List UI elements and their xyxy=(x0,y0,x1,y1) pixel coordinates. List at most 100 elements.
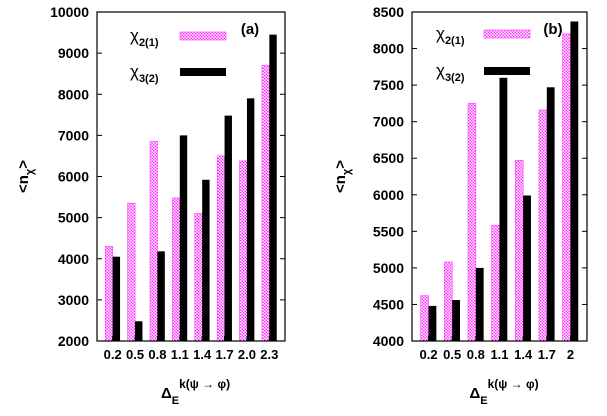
chart-panel-2: 0.2 0.5 0.8 1.1 1.4 1.7 2 4000 4500 5000 5500 6000 6… xyxy=(332,4,588,407)
legend-subscript: 3(2) xyxy=(445,72,465,84)
legend-label: χ3(2) xyxy=(130,62,159,85)
bar-21-1.7 xyxy=(538,109,548,342)
legend-subscript: 2(1) xyxy=(139,37,159,49)
x-tick-label: 2 xyxy=(567,347,574,362)
y-tick-label: 4000 xyxy=(58,251,89,267)
bar-32-0.5 xyxy=(135,321,143,341)
x-tick-label: 1.7 xyxy=(216,347,234,362)
x-axis-label-sup: k(ψ → φ) xyxy=(179,377,230,391)
y-tick-label: 8500 xyxy=(373,4,404,20)
panel-label: (b) xyxy=(543,21,562,38)
legend-label: χ3(2) xyxy=(436,61,465,84)
y-tick-label: 4500 xyxy=(373,296,404,312)
x-axis-label: ΔEk(ψ → φ) xyxy=(470,377,539,407)
bar-32-2.3 xyxy=(269,34,277,342)
x-tick-label: 0.8 xyxy=(148,347,166,362)
legend-subscript: 3(2) xyxy=(139,73,159,85)
bar-21-0.5 xyxy=(127,202,136,342)
y-axis-label: <nχ> xyxy=(15,160,36,193)
y-tick-label: 5000 xyxy=(58,210,89,226)
legend-swatch xyxy=(483,29,531,39)
bar-32-2.0 xyxy=(246,98,255,341)
x-tick-label: 1.1 xyxy=(171,347,189,362)
y-tick-label: 5000 xyxy=(373,260,404,276)
x-axis-label-sub: E xyxy=(480,395,487,407)
legend-symbol: χ xyxy=(436,61,445,80)
legend-swatch xyxy=(180,68,226,76)
x-tick-label: 0.2 xyxy=(104,347,122,362)
bar-21-0.2 xyxy=(104,246,113,342)
bar-32-0.8 xyxy=(475,267,484,341)
y-axis-label-sub: χ xyxy=(341,168,353,175)
legend-subscript: 2(1) xyxy=(445,35,465,47)
bar-21-2.0 xyxy=(239,160,248,342)
y-tick-label: 7000 xyxy=(58,127,89,143)
legend-symbol: χ xyxy=(130,62,139,81)
bar-21-1.1 xyxy=(491,225,500,342)
x-axis-label-sup: k(ψ → φ) xyxy=(488,377,539,391)
bar-32-1.1 xyxy=(499,77,508,342)
y-axis-label: <nχ> xyxy=(332,160,353,193)
y-tick-label: 5500 xyxy=(373,223,404,239)
bar-32-0.8 xyxy=(157,251,165,341)
y-axis-label-sub: χ xyxy=(24,168,36,175)
y-tick-label: 6500 xyxy=(373,150,404,166)
bar-21-1.4 xyxy=(515,160,524,342)
x-tick-label: 2.0 xyxy=(238,347,256,362)
y-axis-label-end: > xyxy=(332,160,349,169)
bar-21-0.8 xyxy=(467,103,477,342)
x-tick-label: 0.5 xyxy=(443,347,461,362)
x-axis-label: ΔEk(ψ → φ) xyxy=(161,377,230,407)
x-axis-label-main: Δ xyxy=(161,385,172,402)
y-tick-label: 6000 xyxy=(373,187,404,203)
bar-21-1.1 xyxy=(172,197,181,342)
x-tick-label: 1.1 xyxy=(490,347,508,362)
y-axis-label-main: <n xyxy=(15,175,32,193)
y-tick-label: 2000 xyxy=(58,333,89,349)
legend-swatch xyxy=(179,31,227,41)
panel-label: (a) xyxy=(241,21,259,38)
bar-32-1.4 xyxy=(523,195,531,341)
y-tick-label: 8000 xyxy=(58,86,89,102)
x-tick-label: 0.5 xyxy=(126,347,144,362)
legend-label: χ2(1) xyxy=(130,26,159,49)
x-tick-label: 2.3 xyxy=(260,347,278,362)
x-tick-label: 0.2 xyxy=(420,347,438,362)
x-tick-label: 0.8 xyxy=(467,347,485,362)
bar-21-0.8 xyxy=(149,141,158,342)
y-axis-label-main: <n xyxy=(332,175,349,193)
y-tick-label: 9000 xyxy=(58,45,89,61)
x-tick-label: 1.4 xyxy=(193,347,212,362)
bar-21-2.3 xyxy=(261,65,270,342)
y-tick-label: 7000 xyxy=(373,114,404,130)
bar-32-0.5 xyxy=(452,300,460,341)
bar-21-0.5 xyxy=(444,261,453,342)
bar-21-0.2 xyxy=(420,295,429,342)
legend-label: χ2(1) xyxy=(436,24,465,47)
x-tick-label: 1.7 xyxy=(538,347,556,362)
y-tick-label: 6000 xyxy=(58,169,89,185)
chart-panel-1: 0.2 0.5 0.8 1.1 1.4 1.7 2.0 2.3 2000 3000 4000 5000… xyxy=(15,4,286,407)
bar-32-1.1 xyxy=(179,135,188,342)
bar-32-0.2 xyxy=(112,256,121,341)
y-tick-label: 7500 xyxy=(373,77,404,93)
y-axis-label-end: > xyxy=(15,160,32,169)
bar-21-1.4 xyxy=(194,213,203,342)
y-tick-label: 3000 xyxy=(58,292,89,308)
x-tick-label: 1.4 xyxy=(514,347,533,362)
bar-32-1.7 xyxy=(546,87,555,341)
y-tick-label: 4000 xyxy=(373,333,404,349)
y-tick-label: 8000 xyxy=(373,41,404,57)
legend-symbol: χ xyxy=(130,26,139,45)
bar-32-2 xyxy=(570,21,579,341)
bar-32-1.7 xyxy=(224,115,232,341)
x-axis-label-main: Δ xyxy=(470,385,481,402)
bar-32-1.4 xyxy=(202,179,210,341)
bar-21-2 xyxy=(562,33,571,342)
x-axis-label-sub: E xyxy=(172,395,179,407)
y-tick-label: 10000 xyxy=(50,4,89,20)
legend-swatch xyxy=(484,67,530,75)
legend-symbol: χ xyxy=(436,24,445,43)
plot-frame xyxy=(96,11,286,342)
